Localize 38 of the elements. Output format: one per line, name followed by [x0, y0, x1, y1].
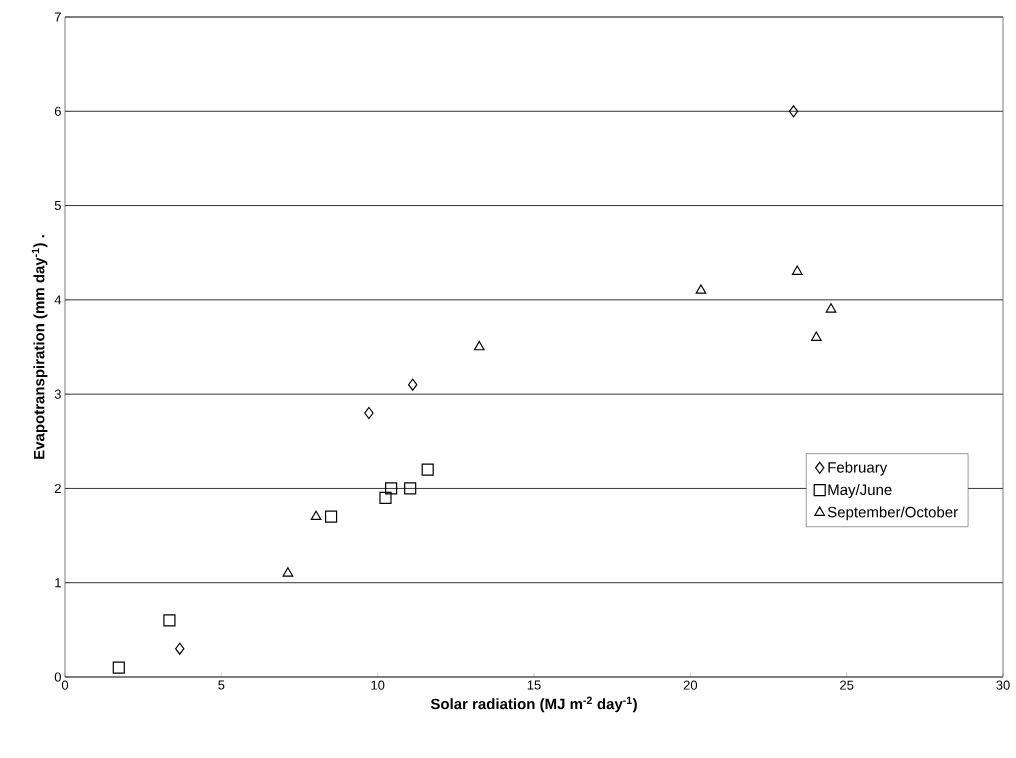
x-tick-label: 0 — [61, 680, 69, 690]
point — [310, 510, 322, 521]
y-tick-label: 5 — [54, 201, 61, 211]
y-tick-label: 3 — [54, 389, 61, 399]
y-axis-title: Evapotranspiration (mm day$^{-1}$) . — [31, 235, 48, 459]
point — [175, 642, 185, 655]
legend-label: May/June — [828, 484, 892, 499]
point — [112, 661, 125, 674]
legend-label: September/October — [827, 506, 958, 521]
point — [695, 284, 707, 294]
point — [788, 105, 799, 118]
point — [385, 482, 398, 495]
y-tick-label: 7 — [54, 12, 61, 22]
x-tick-label: 20 — [683, 680, 698, 690]
point — [791, 265, 803, 275]
x-tick-label: 30 — [996, 680, 1010, 690]
point — [282, 567, 294, 577]
point — [364, 406, 374, 420]
point — [163, 614, 176, 627]
x-axis-title: Solar radiation (MJ m$^{-2}$ day$^{-1}$) — [430, 696, 637, 713]
point — [473, 340, 485, 351]
x-tick-label: 25 — [840, 680, 854, 690]
x-tick-label: 10 — [371, 680, 385, 690]
point — [324, 510, 338, 523]
point — [421, 463, 434, 476]
y-tick-label: 0 — [54, 672, 61, 682]
legend-label: February — [828, 461, 888, 476]
y-tick-label: 6 — [54, 106, 61, 116]
x-tick-label: 5 — [218, 680, 225, 690]
point — [404, 482, 417, 495]
y-tick-label: 1 — [55, 578, 61, 588]
y-tick-label: 4 — [54, 295, 62, 305]
y-tick-label: 2 — [54, 483, 61, 493]
point — [407, 378, 418, 391]
x-tick-label: 15 — [527, 680, 541, 690]
point — [810, 331, 822, 341]
point — [379, 491, 392, 504]
point — [825, 303, 837, 313]
